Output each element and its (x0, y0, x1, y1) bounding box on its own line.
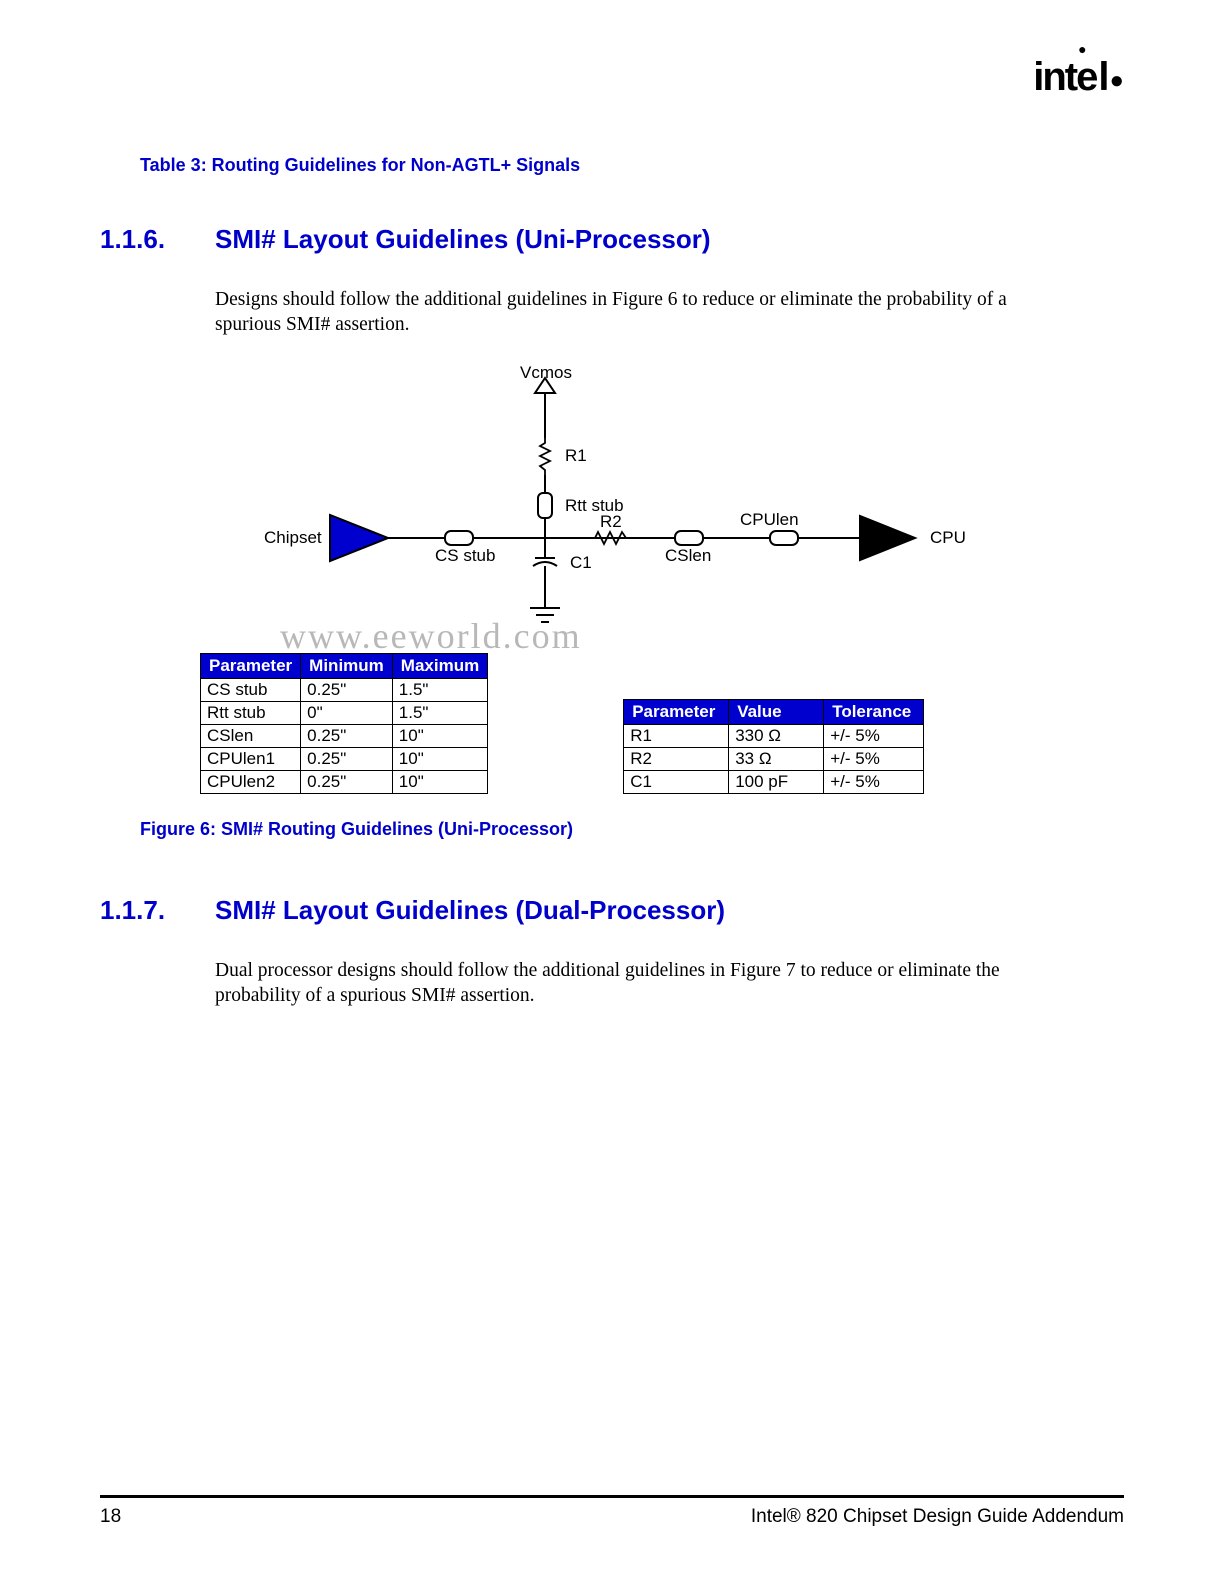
table-cell: 0.25" (301, 724, 393, 747)
section-117-heading: 1.1.7. SMI# Layout Guidelines (Dual-Proc… (100, 895, 1124, 926)
table-row: CPUlen20.25"10" (201, 770, 488, 793)
table-cell: C1 (624, 770, 729, 793)
table-cell: 10" (392, 770, 487, 793)
table-cell: 1.5" (392, 701, 487, 724)
table-cell: 0" (301, 701, 393, 724)
table-cell: CPUlen2 (201, 770, 301, 793)
page-number: 18 (100, 1506, 121, 1528)
section-116-heading: 1.1.6. SMI# Layout Guidelines (Uni-Proce… (100, 224, 1124, 255)
table-row: R233 Ω+/- 5% (624, 747, 924, 770)
label-cpulen: CPUlen (740, 510, 799, 530)
th: Minimum (301, 653, 393, 678)
table-row: R1330 Ω+/- 5% (624, 724, 924, 747)
th: Parameter (624, 699, 729, 724)
label-cpu: CPU (930, 528, 966, 548)
table-cell: +/- 5% (824, 747, 924, 770)
table-cell: 1.5" (392, 678, 487, 701)
page-footer: 18 Intel® 820 Chipset Design Guide Adden… (100, 1495, 1124, 1528)
table-cell: +/- 5% (824, 724, 924, 747)
table-row: CSlen0.25"10" (201, 724, 488, 747)
table-cell: 0.25" (301, 747, 393, 770)
intel-logo: int●el● (1033, 55, 1124, 100)
table-cell: R2 (624, 747, 729, 770)
label-vcmos: Vcmos (520, 363, 572, 383)
section-117-body: Dual processor designs should follow the… (215, 958, 1064, 1009)
section-title: SMI# Layout Guidelines (Uni-Processor) (215, 224, 711, 255)
table-cell: 0.25" (301, 770, 393, 793)
table-cell: CPUlen1 (201, 747, 301, 770)
smi-diagram: Vcmos R1 Rtt stub R2 CPUlen CSlen C1 CS … (200, 368, 980, 643)
label-r1: R1 (565, 446, 587, 466)
table-row: Rtt stub0"1.5" (201, 701, 488, 724)
table-row: C1100 pF+/- 5% (624, 770, 924, 793)
table-cell: 0.25" (301, 678, 393, 701)
section-116-body: Designs should follow the additional gui… (215, 287, 1064, 338)
section-num: 1.1.6. (100, 224, 215, 255)
table-row: CS stub0.25"1.5" (201, 678, 488, 701)
table-right: Parameter Value Tolerance R1330 Ω+/- 5%R… (623, 699, 924, 794)
table-left: Parameter Minimum Maximum CS stub0.25"1.… (200, 653, 488, 794)
label-c1: C1 (570, 553, 592, 573)
table-cell: R1 (624, 724, 729, 747)
th: Parameter (201, 653, 301, 678)
label-cs-stub: CS stub (435, 546, 495, 566)
table-header-row: Parameter Minimum Maximum (201, 653, 488, 678)
th: Tolerance (824, 699, 924, 724)
figure6-caption: Figure 6: SMI# Routing Guidelines (Uni-P… (140, 819, 1124, 840)
table-cell: 10" (392, 747, 487, 770)
section-num: 1.1.7. (100, 895, 215, 926)
table-cell: CSlen (201, 724, 301, 747)
label-cslen: CSlen (665, 546, 711, 566)
table-cell: CS stub (201, 678, 301, 701)
table-row: CPUlen10.25"10" (201, 747, 488, 770)
table-cell: +/- 5% (824, 770, 924, 793)
label-r2: R2 (600, 512, 622, 532)
table-header-row: Parameter Value Tolerance (624, 699, 924, 724)
section-title: SMI# Layout Guidelines (Dual-Processor) (215, 895, 725, 926)
th: Maximum (392, 653, 487, 678)
table-cell: 100 pF (729, 770, 824, 793)
doc-title: Intel® 820 Chipset Design Guide Addendum (751, 1506, 1124, 1528)
table-cell: 33 Ω (729, 747, 824, 770)
table-cell: 330 Ω (729, 724, 824, 747)
table-cell: 10" (392, 724, 487, 747)
tables-row: Parameter Minimum Maximum CS stub0.25"1.… (200, 653, 1124, 794)
th: Value (729, 699, 824, 724)
label-chipset: Chipset (264, 528, 322, 548)
table3-caption: Table 3: Routing Guidelines for Non-AGTL… (140, 155, 1124, 176)
table-cell: Rtt stub (201, 701, 301, 724)
